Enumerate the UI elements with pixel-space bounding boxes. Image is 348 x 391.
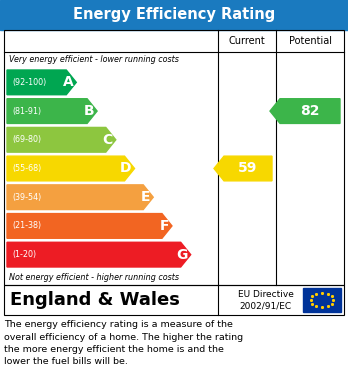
- Text: Potential: Potential: [288, 36, 332, 46]
- Text: (21-38): (21-38): [12, 221, 41, 230]
- Text: (81-91): (81-91): [12, 107, 41, 116]
- Text: (55-68): (55-68): [12, 164, 41, 173]
- Text: D: D: [120, 161, 132, 176]
- Polygon shape: [7, 70, 76, 95]
- Polygon shape: [7, 185, 153, 210]
- Text: Energy Efficiency Rating: Energy Efficiency Rating: [73, 7, 275, 23]
- Polygon shape: [7, 99, 97, 124]
- Text: (1-20): (1-20): [12, 250, 36, 259]
- Text: E: E: [141, 190, 150, 204]
- Bar: [4, 30, 344, 285]
- Text: Very energy efficient - lower running costs: Very energy efficient - lower running co…: [9, 56, 179, 65]
- Text: (69-80): (69-80): [12, 135, 41, 144]
- Text: G: G: [176, 248, 188, 262]
- Text: 59: 59: [238, 161, 258, 176]
- Text: B: B: [84, 104, 94, 118]
- Polygon shape: [7, 156, 135, 181]
- Polygon shape: [214, 156, 272, 181]
- Bar: [0, 0, 348, 30]
- Bar: [303, 288, 341, 312]
- Polygon shape: [270, 99, 340, 124]
- Bar: [4, 285, 344, 315]
- Text: Not energy efficient - higher running costs: Not energy efficient - higher running co…: [9, 273, 179, 282]
- Text: (39-54): (39-54): [12, 193, 41, 202]
- Text: 82: 82: [300, 104, 320, 118]
- Text: England & Wales: England & Wales: [10, 291, 180, 309]
- Text: Current: Current: [229, 36, 266, 46]
- Text: C: C: [103, 133, 113, 147]
- Polygon shape: [7, 242, 191, 267]
- Text: A: A: [63, 75, 73, 90]
- Text: F: F: [159, 219, 169, 233]
- Polygon shape: [7, 127, 116, 152]
- Text: The energy efficiency rating is a measure of the
overall efficiency of a home. T: The energy efficiency rating is a measur…: [4, 320, 243, 366]
- Text: (92-100): (92-100): [12, 78, 46, 87]
- Text: EU Directive
2002/91/EC: EU Directive 2002/91/EC: [238, 290, 294, 310]
- Polygon shape: [7, 213, 172, 238]
